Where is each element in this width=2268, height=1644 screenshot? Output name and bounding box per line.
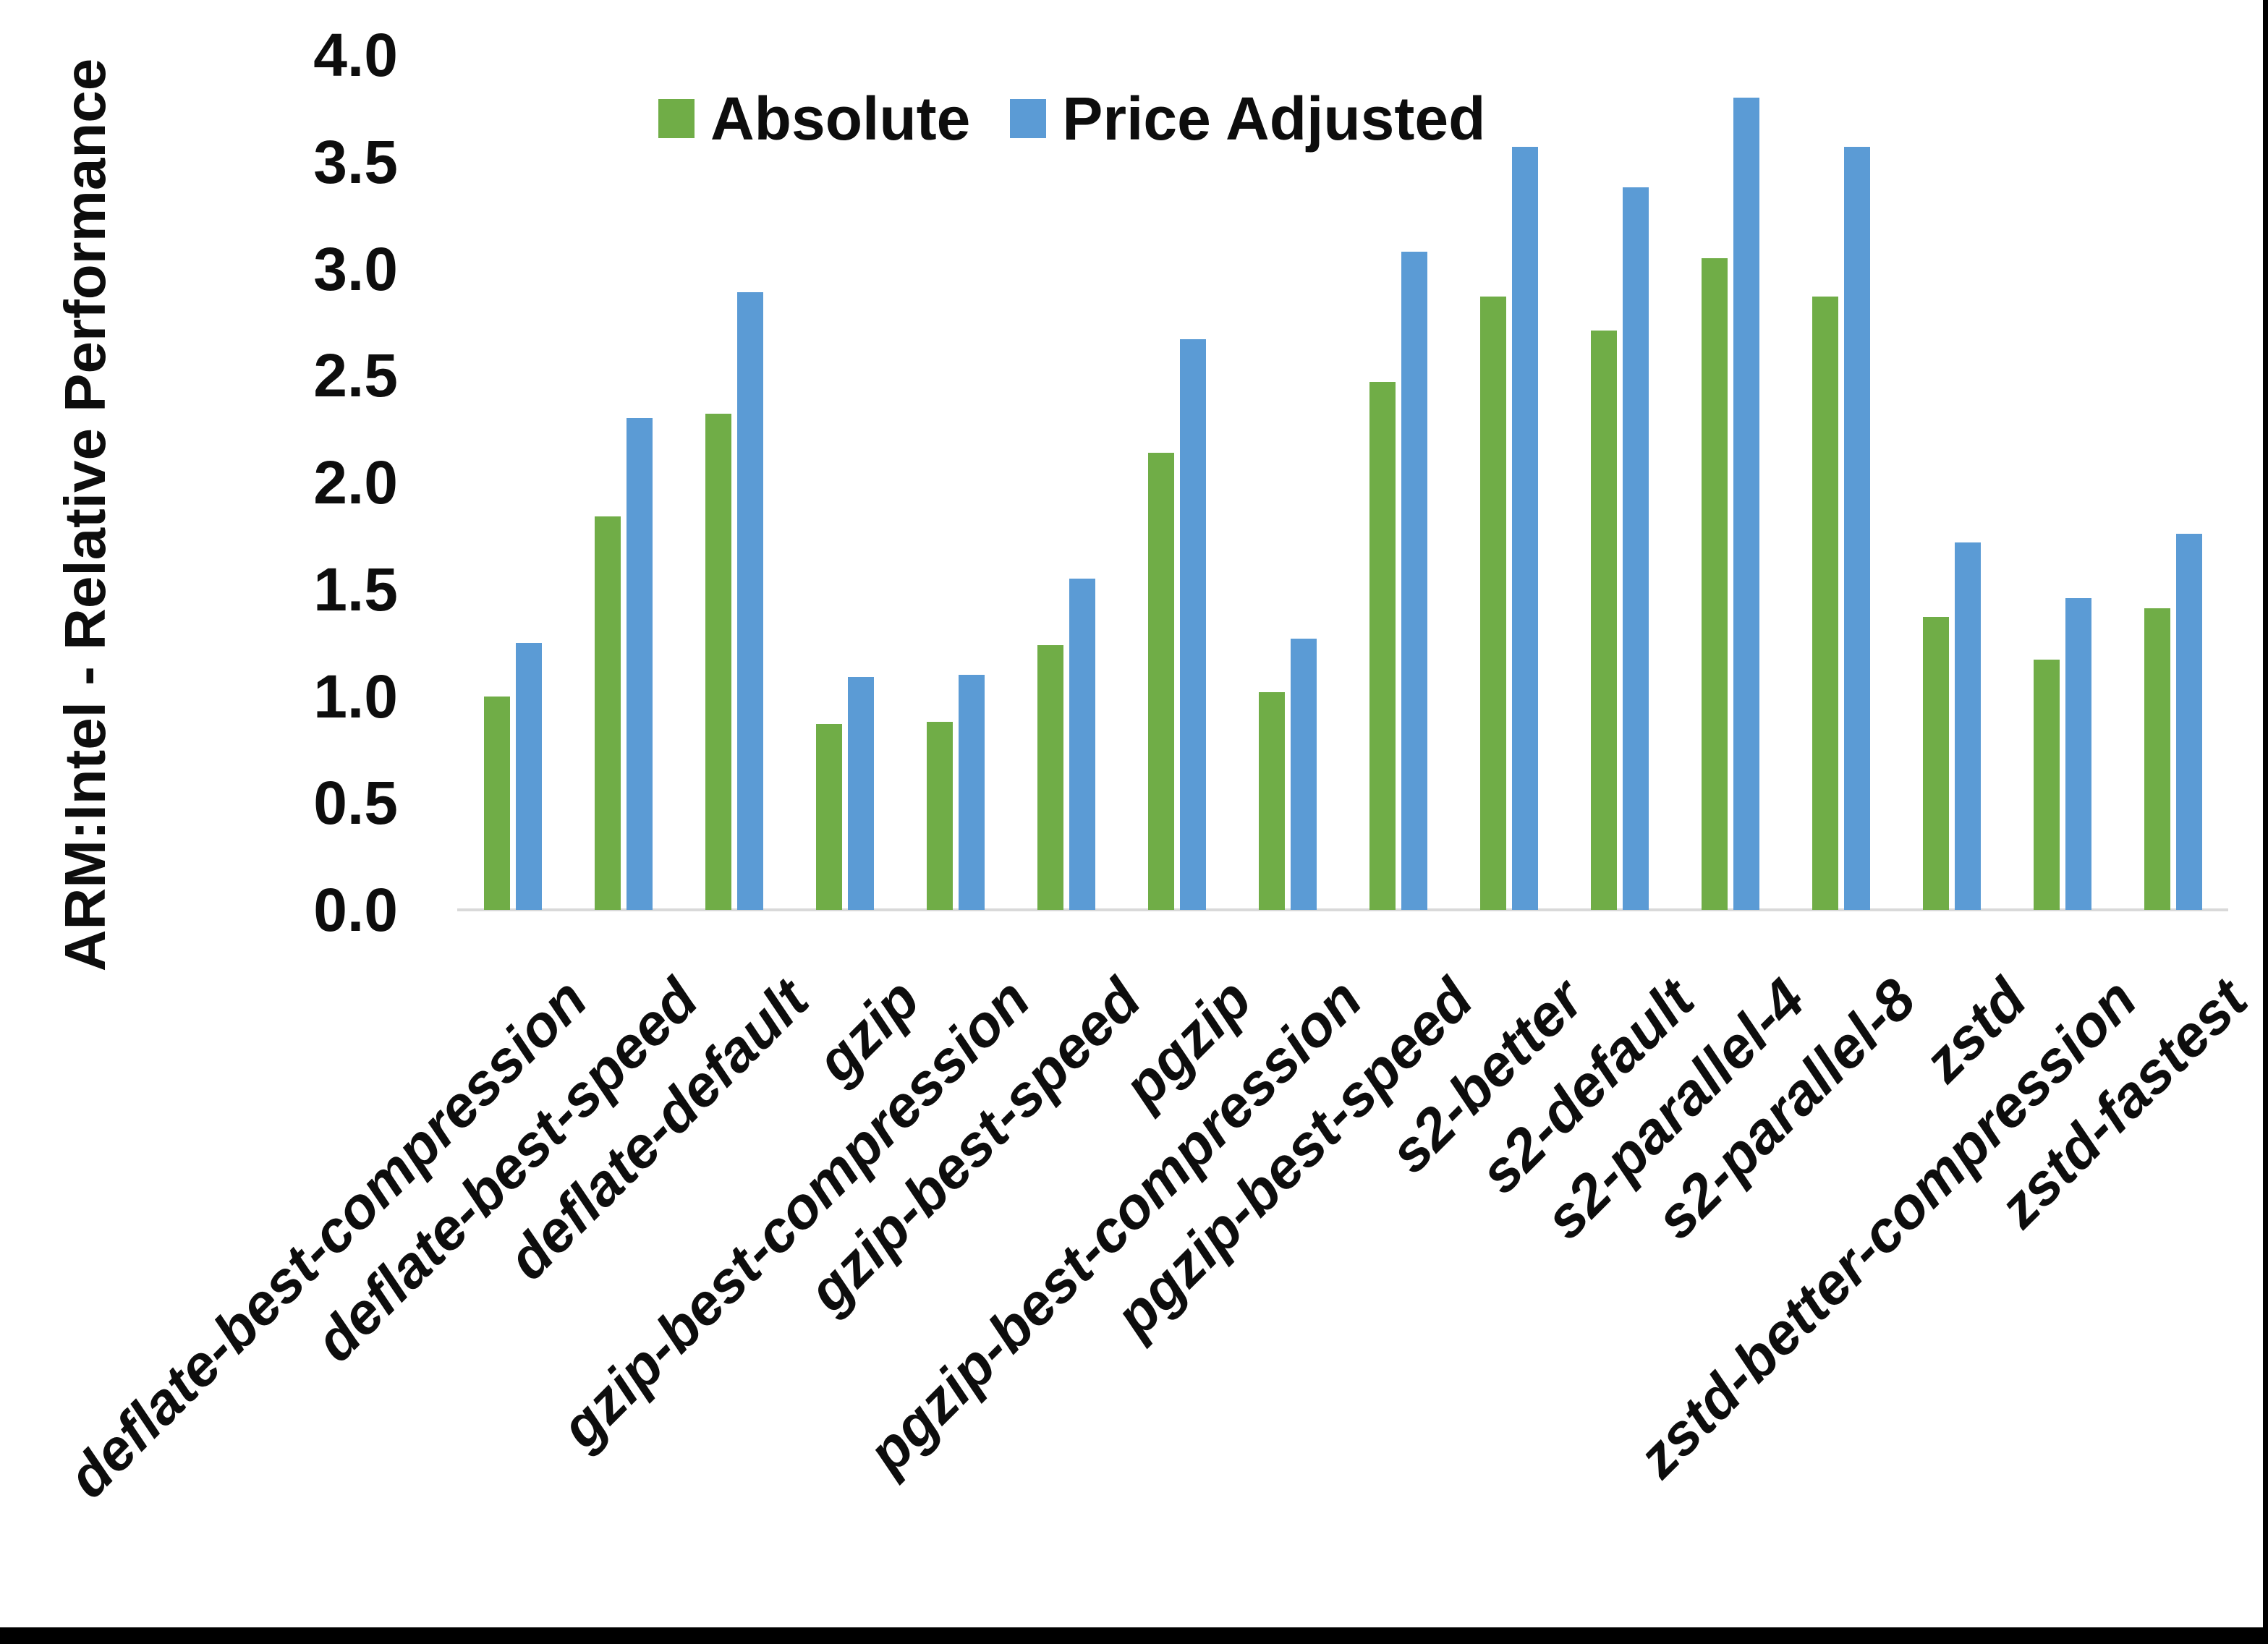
legend-item-absolute: Absolute [658,88,970,149]
bar-price-adjusted-zstd-better-compression [2065,597,2091,910]
bar-price-adjusted-zstd-fastest [2175,533,2202,910]
bar-price-adjusted-pgzip [1179,339,1206,910]
bar-absolute-zstd-fastest [2144,608,2170,910]
bar-price-adjusted-deflate-default [736,292,763,910]
bar-absolute-zstd [1922,617,1949,910]
bar-group-zstd [1896,55,2007,910]
bar-absolute-gzip [815,723,842,910]
bar-price-adjusted-pgzip-best-speed [1401,251,1427,910]
bar-absolute-deflate-default [705,414,731,910]
legend-label-absolute: Absolute [710,85,971,153]
bar-group-pgzip-best-speed [1343,55,1453,910]
y-tick-label-3.0: 3.0 [313,234,398,303]
bar-price-adjusted-deflate-best-speed [626,418,653,910]
bar-price-adjusted-s2-default [1622,187,1649,910]
y-axis-title: ARM:Intel - Relative Performance [53,58,117,972]
bar-absolute-s2-parallel-8 [1812,296,1838,910]
bar-price-adjusted-s2-parallel-8 [1843,147,1870,910]
bar-absolute-s2-parallel-4 [1701,257,1728,910]
bar-absolute-pgzip-best-compression [1258,691,1285,910]
bar-price-adjusted-gzip [847,676,874,910]
bar-absolute-gzip-best-speed [1037,644,1063,910]
x-axis-line [457,908,2228,911]
bar-group-gzip-best-speed [1011,55,1121,910]
bar-price-adjusted-deflate-best-compression [515,642,542,910]
y-tick-label-2.0: 2.0 [313,448,398,516]
y-tick-label-4.0: 4.0 [313,21,398,89]
y-tick-label-0.5: 0.5 [313,769,398,838]
legend-swatch-absolute-icon [658,99,695,138]
bar-absolute-pgzip-best-speed [1369,382,1396,910]
bar-group-zstd-better-compression [2007,55,2118,910]
bar-group-s2-parallel-4 [1675,55,1785,910]
bar-group-s2-parallel-8 [1785,55,1896,910]
bar-absolute-zstd-better-compression [2033,660,2060,910]
bar-absolute-deflate-best-speed [594,516,621,910]
bar-group-pgzip-best-compression [1232,55,1343,910]
bottom-frame-bar [0,1627,2268,1644]
legend-item-price-adjusted: Price Adjusted [1010,88,1485,149]
bar-absolute-pgzip [1147,452,1174,910]
y-tick-label-0.0: 0.0 [313,876,398,944]
bar-group-deflate-best-speed [568,55,679,910]
plot-area [457,55,2228,911]
bar-group-zstd-fastest [2118,55,2228,910]
bar-absolute-deflate-best-compression [483,696,510,910]
bar-price-adjusted-gzip-best-speed [1069,578,1095,910]
bar-price-adjusted-s2-better [1511,147,1538,910]
y-tick-label-1.0: 1.0 [313,662,398,731]
legend-label-price-adjusted: Price Adjusted [1062,85,1486,153]
bar-price-adjusted-pgzip-best-compression [1290,638,1317,910]
legend-swatch-price-adjusted-icon [1010,99,1047,138]
bar-group-deflate-best-compression [457,55,568,910]
bar-group-gzip [789,55,900,910]
bar-absolute-s2-better [1479,296,1506,910]
bar-price-adjusted-s2-parallel-4 [1733,98,1759,910]
right-frame-bar [2263,0,2268,1644]
legend: Absolute Price Adjusted [658,85,1485,152]
bar-price-adjusted-zstd [1954,542,1981,910]
bar-group-pgzip [1121,55,1232,910]
y-tick-label-2.5: 2.5 [313,341,398,410]
bar-price-adjusted-gzip-best-compression [958,674,985,910]
y-tick-label-1.5: 1.5 [313,555,398,623]
bar-group-s2-default [1564,55,1675,910]
bar-group-gzip-best-compression [900,55,1011,910]
bar-absolute-gzip-best-compression [926,721,953,910]
y-tick-label-3.5: 3.5 [313,127,398,196]
bar-group-s2-better [1453,55,1564,910]
bar-group-deflate-default [679,55,789,910]
bar-absolute-s2-default [1590,331,1617,910]
